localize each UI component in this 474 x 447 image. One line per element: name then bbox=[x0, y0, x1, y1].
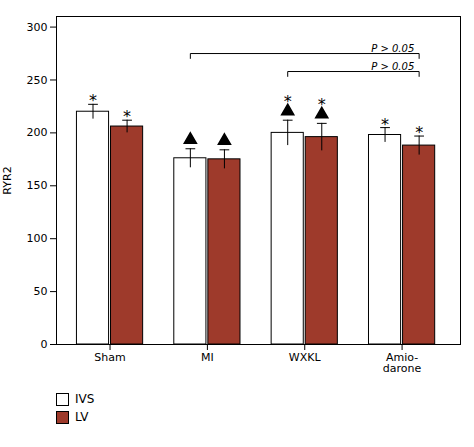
svg-text:MI: MI bbox=[201, 351, 214, 364]
svg-text:150: 150 bbox=[27, 179, 48, 192]
svg-text:P > 0.05: P > 0.05 bbox=[371, 61, 414, 72]
svg-text:Sham: Sham bbox=[94, 351, 125, 364]
svg-text:200: 200 bbox=[27, 126, 48, 139]
svg-text:*: * bbox=[284, 92, 292, 111]
svg-text:P > 0.05: P > 0.05 bbox=[371, 43, 414, 54]
svg-text:*: * bbox=[381, 115, 389, 134]
svg-text:0: 0 bbox=[41, 338, 48, 351]
html-text:IVS: IVS bbox=[75, 392, 95, 406]
svg-text:250: 250 bbox=[27, 74, 48, 87]
svg-text:100: 100 bbox=[27, 232, 48, 245]
html-text:LV: LV bbox=[75, 410, 89, 424]
svg-text:*: * bbox=[415, 123, 423, 142]
svg-text:WXKL: WXKL bbox=[289, 351, 322, 364]
svg-text:*: * bbox=[123, 107, 131, 126]
svg-text:*: * bbox=[318, 95, 326, 114]
svg-text:50: 50 bbox=[34, 285, 48, 298]
svg-text:300: 300 bbox=[27, 21, 48, 34]
svg-text:Amio-darone: Amio-darone bbox=[383, 351, 422, 375]
svg-text:RYR2: RYR2 bbox=[1, 166, 14, 194]
svg-text:*: * bbox=[89, 91, 97, 110]
